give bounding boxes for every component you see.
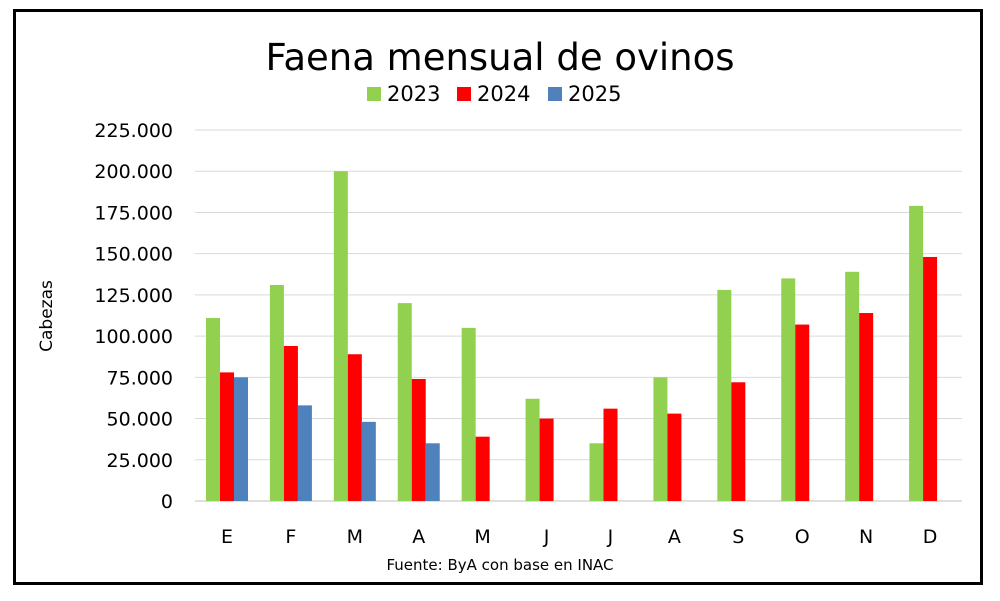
source-note: Fuente: ByA con base en INAC [386, 556, 613, 574]
bar-2025-1 [234, 377, 248, 501]
bar-2023-11 [845, 271, 860, 501]
x-tick-label: M [347, 526, 363, 548]
x-tick-label: M [474, 526, 490, 548]
legend-swatch-2024 [457, 87, 471, 101]
legend-label-2024: 2024 [477, 82, 530, 106]
bar-2024-1 [220, 372, 234, 501]
bar-2024-12 [923, 256, 938, 501]
bar-2024-2 [283, 346, 298, 501]
bar-2025-3 [361, 421, 376, 501]
bars [206, 171, 938, 502]
bar-2023-4 [397, 303, 412, 501]
bar-2023-5 [461, 327, 476, 501]
x-tick-label: J [607, 526, 614, 548]
legend-swatch-2023 [367, 87, 381, 101]
bar-2023-6 [525, 398, 540, 501]
chart-frame [13, 9, 983, 585]
bar-2024-11 [859, 313, 874, 501]
y-tick-label: 50.000 [107, 409, 173, 431]
y-tick-label: 225.000 [94, 120, 173, 142]
bar-2025-2 [297, 405, 312, 501]
bar-2023-8 [653, 377, 668, 501]
legend-swatch-2025 [548, 87, 562, 101]
legend: 2023 2024 2025 [367, 82, 621, 106]
bar-2023-3 [333, 171, 348, 501]
bar-2023-10 [781, 278, 796, 501]
y-tick-label: 175.000 [94, 202, 173, 224]
bar-2024-3 [347, 354, 362, 501]
bar-2024-7 [603, 408, 618, 501]
bar-2024-6 [539, 418, 554, 501]
bar-2024-8 [667, 413, 682, 501]
y-tick-label: 0 [161, 491, 173, 513]
y-tick-label: 100.000 [94, 326, 173, 348]
bar-2024-5 [475, 436, 490, 501]
x-tick-label: F [285, 526, 296, 548]
y-tick-label: 200.000 [94, 161, 173, 183]
bar-2023-1 [206, 317, 220, 501]
y-tick-label: 25.000 [107, 450, 173, 472]
legend-label-2023: 2023 [387, 82, 440, 106]
bar-2024-9 [731, 382, 746, 501]
y-axis-ticks: 0 25.000 50.000 75.000 100.000 125.000 150.000… [94, 120, 173, 513]
x-tick-label: A [668, 526, 681, 548]
bar-2023-12 [909, 205, 924, 502]
bar-2024-4 [411, 378, 426, 501]
chart-title: Faena mensual de ovinos [265, 36, 734, 79]
legend-label-2025: 2025 [568, 82, 621, 106]
bar-2023-7 [589, 443, 604, 501]
bar-2023-9 [717, 289, 732, 501]
x-tick-label: O [795, 526, 810, 548]
y-tick-label: 125.000 [94, 285, 173, 307]
x-tick-label: J [543, 526, 550, 548]
bar-2025-4 [425, 443, 440, 501]
y-tick-label: 150.000 [94, 244, 173, 266]
bar-2024-10 [795, 324, 810, 501]
x-tick-label: A [412, 526, 425, 548]
x-tick-label: S [732, 526, 744, 548]
x-tick-label: D [923, 526, 938, 548]
x-tick-label: E [221, 526, 233, 548]
bar-2023-2 [269, 284, 284, 501]
gridlines [195, 129, 962, 502]
x-tick-label: N [859, 526, 873, 548]
y-axis-label: Cabezas [37, 280, 57, 352]
y-tick-label: 75.000 [107, 367, 173, 389]
